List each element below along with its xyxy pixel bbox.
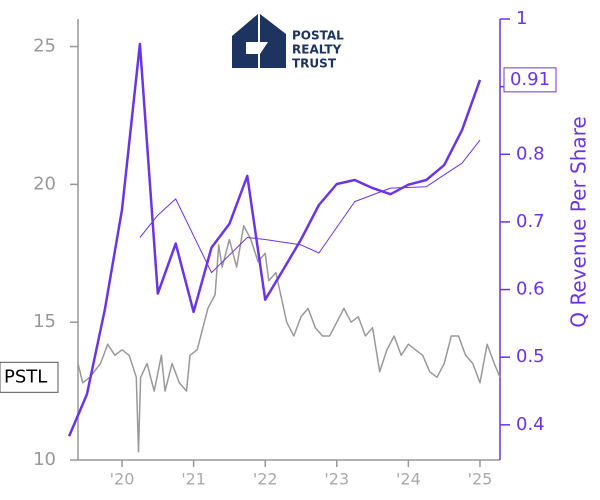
logo: POSTAL REALTY TRUST (232, 14, 344, 71)
x-tick-label: '20 (110, 470, 135, 489)
x-tick-label: '21 (181, 470, 206, 489)
y2-tick-label: 0.4 (516, 414, 545, 435)
ticker-label: PSTL (4, 366, 47, 387)
series-line (139, 139, 481, 274)
x-tick-label: '23 (324, 470, 349, 489)
x-tick-label: '22 (253, 470, 278, 489)
x-tick-label: '25 (468, 470, 493, 489)
y-tick-label: 15 (33, 311, 56, 332)
logo-text: REALTY (292, 43, 342, 57)
y-tick-label: 20 (33, 173, 56, 194)
ticker-box (0, 361, 59, 393)
y2-label: Q Revenue Per Share (567, 116, 591, 328)
y-tick-label: 25 (33, 36, 56, 57)
logo-text: POSTAL (292, 29, 344, 43)
y2-tick-label: 0.6 (516, 279, 545, 300)
last-value-label: 0.91 (510, 69, 550, 90)
series-line (77, 224, 501, 453)
logo-icon (246, 42, 268, 54)
series-line (67, 42, 482, 437)
x-tick-label: '24 (396, 470, 421, 489)
y-tick-label: 10 (33, 449, 56, 470)
last-value-box (503, 67, 557, 93)
y2-tick-label: 0.5 (516, 346, 545, 367)
logo-icon (232, 14, 258, 68)
logo-text: TRUST (292, 57, 337, 71)
y2-tick-label: 0.7 (516, 211, 545, 232)
y2-tick-label: 0.8 (516, 143, 545, 164)
logo-icon (260, 14, 286, 68)
y2-tick-label: 1 (516, 8, 527, 29)
